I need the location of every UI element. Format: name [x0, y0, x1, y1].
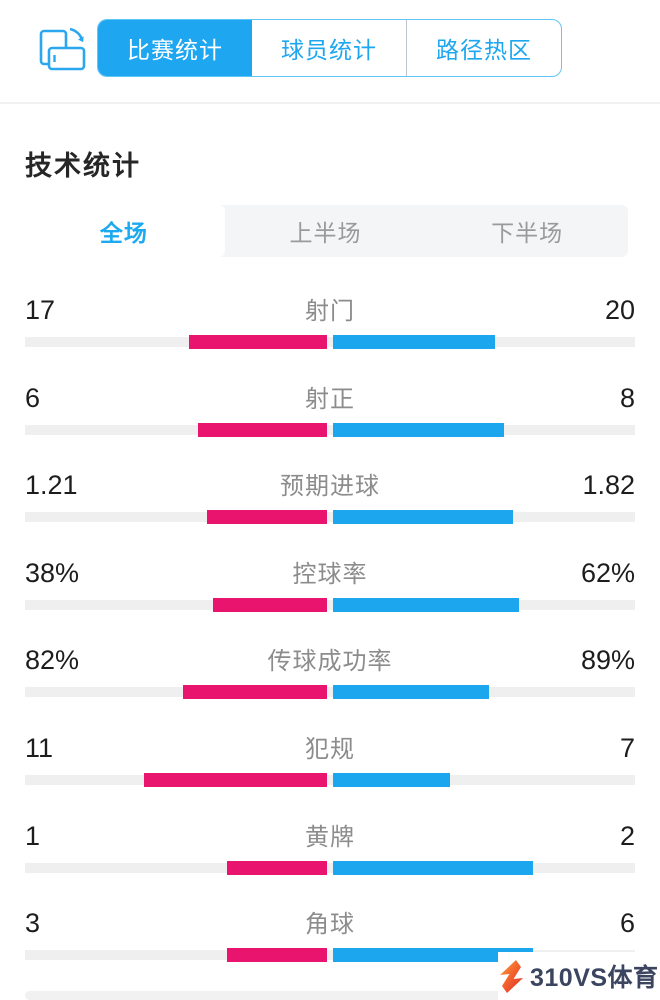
away-value: 7	[619, 732, 635, 763]
home-bar	[144, 772, 327, 787]
bar-track	[25, 512, 635, 523]
stat-label: 预期进球	[280, 473, 380, 501]
stat-head: 3 角球 6	[25, 908, 635, 940]
away-value: 1.82	[582, 470, 635, 501]
stat-row: 38% 控球率 62%	[25, 548, 635, 636]
stat-row: 3 角球 6	[25, 898, 635, 986]
stat-bar	[25, 510, 635, 525]
stat-label: 犯规	[305, 735, 355, 763]
stat-label: 控球率	[292, 560, 368, 588]
away-value: 62%	[580, 557, 635, 588]
section-title: 技术统计	[25, 151, 141, 181]
home-bar	[189, 335, 327, 349]
stat-head: 17 射门 20	[25, 295, 635, 327]
away-bar	[333, 597, 519, 612]
home-bar	[227, 860, 327, 875]
main-tab-0[interactable]: 比赛统计	[98, 20, 252, 76]
away-value: 89%	[580, 645, 635, 676]
bar-track	[25, 424, 635, 435]
home-value: 1.21	[25, 470, 78, 501]
away-value: 8	[619, 382, 635, 413]
away-value: 20	[604, 295, 635, 325]
rotate-screen-icon[interactable]	[38, 26, 88, 72]
stat-head: 1 黄牌 2	[25, 821, 635, 853]
stat-bar	[25, 772, 635, 787]
bar-track	[25, 599, 635, 610]
home-bar	[207, 510, 327, 525]
stat-bar	[25, 860, 635, 875]
stat-head: 6 射正 8	[25, 383, 635, 415]
stat-label: 射正	[305, 385, 355, 413]
home-value: 38%	[25, 557, 80, 588]
stat-row: 1 黄牌 2	[25, 811, 635, 899]
period-tab-0[interactable]: 全场	[23, 205, 225, 257]
home-bar	[183, 685, 327, 700]
home-value: 6	[25, 382, 41, 413]
stat-row: 82% 传球成功率 89%	[25, 635, 635, 723]
home-value: 82%	[25, 645, 80, 676]
home-value: 3	[25, 908, 41, 939]
310vs-logo-icon	[500, 959, 523, 993]
stat-bar	[25, 422, 635, 437]
period-tab-1[interactable]: 上半场	[289, 220, 362, 246]
main-tab-1[interactable]: 球员统计	[281, 37, 377, 63]
stat-head: 1.21 预期进球 1.82	[25, 470, 635, 502]
home-value: 11	[25, 732, 54, 763]
period-tab-bar: 全场 上半场 下半场	[23, 205, 628, 257]
stat-bar	[25, 597, 635, 612]
stat-row: 11 犯规 7	[25, 723, 635, 811]
away-value: 6	[619, 908, 635, 939]
watermark: 310VS体育	[498, 952, 660, 1000]
stats-list: 17 射门 20 6 射正 8 1.21 预期进球 1.82 38% 控球率 62% 82% 传球成功率 8…	[25, 285, 635, 986]
stat-bar	[25, 948, 635, 963]
stat-row: 1.21 预期进球 1.82	[25, 460, 635, 548]
home-bar	[198, 422, 327, 437]
bar-track	[25, 950, 635, 961]
stat-label: 角球	[305, 911, 355, 939]
bar-track	[25, 862, 635, 873]
bar-track	[25, 687, 635, 698]
stat-head: 82% 传球成功率 89%	[25, 645, 635, 677]
stat-label: 黄牌	[305, 823, 355, 851]
stat-head: 11 犯规 7	[25, 733, 635, 765]
bar-track	[25, 337, 635, 347]
stat-head: 38% 控球率 62%	[25, 558, 635, 590]
stat-bar	[25, 685, 635, 700]
next-row-track-partial	[25, 991, 635, 1000]
header: 比赛统计 球员统计 路径热区	[0, 0, 660, 104]
away-bar	[333, 860, 533, 875]
period-tab-2[interactable]: 下半场	[491, 220, 564, 246]
home-bar	[227, 948, 327, 963]
stat-label: 传球成功率	[267, 648, 393, 676]
stat-row: 17 射门 20	[25, 285, 635, 373]
away-bar	[333, 335, 495, 349]
away-bar	[333, 510, 513, 525]
main-tab-2[interactable]: 路径热区	[406, 20, 561, 76]
home-value: 1	[25, 820, 41, 851]
stat-bar	[25, 335, 635, 349]
watermark-text: 310VS体育	[530, 964, 659, 992]
home-value: 17	[25, 295, 56, 325]
away-value: 2	[619, 820, 635, 851]
main-tab-bar: 比赛统计 球员统计 路径热区	[97, 19, 562, 77]
away-bar	[333, 422, 504, 437]
away-bar	[333, 685, 489, 700]
home-bar	[213, 597, 327, 612]
bar-track	[25, 774, 635, 785]
stat-label: 射门	[305, 298, 355, 325]
away-bar	[333, 948, 533, 963]
stat-row: 6 射正 8	[25, 373, 635, 461]
away-bar	[333, 772, 450, 787]
